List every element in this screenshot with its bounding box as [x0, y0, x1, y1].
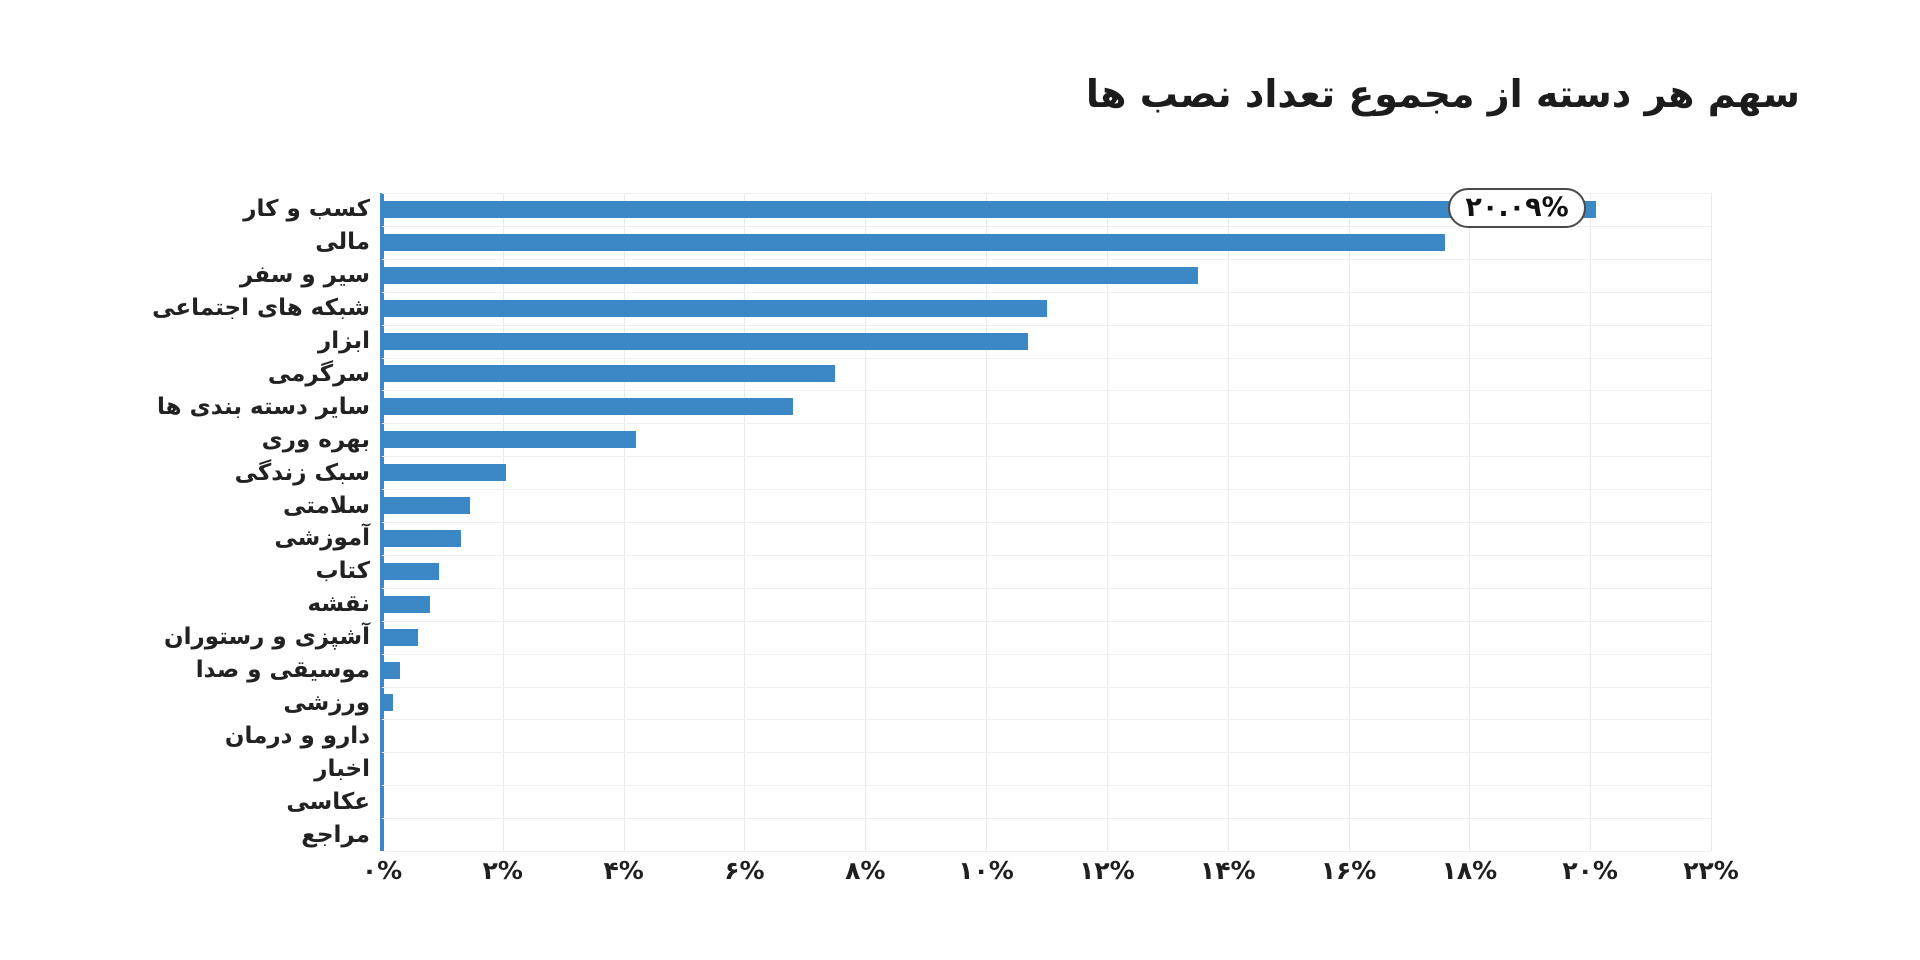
bar-6[interactable]	[382, 398, 793, 416]
horizontal-gridline	[382, 719, 1711, 721]
category-label: سرگرمی	[267, 360, 370, 387]
bar-16[interactable]	[382, 727, 384, 745]
bar-8[interactable]	[382, 464, 506, 482]
x-tick-label: ۴%	[603, 856, 644, 885]
x-tick-label: ۱۰%	[958, 856, 1014, 885]
category-label: سایر دسته بندی ها	[157, 393, 370, 420]
horizontal-gridline	[382, 653, 1711, 655]
horizontal-gridline	[382, 851, 1711, 852]
horizontal-gridline	[382, 390, 1711, 392]
bar-4[interactable]	[382, 332, 1029, 350]
horizontal-gridline	[382, 620, 1711, 622]
category-label: عکاسی	[286, 788, 370, 815]
horizontal-gridline	[382, 456, 1711, 458]
horizontal-gridline	[382, 225, 1711, 227]
bar-3[interactable]	[382, 299, 1047, 317]
x-tick-label: ۰%	[361, 856, 403, 885]
horizontal-gridline	[382, 785, 1711, 787]
horizontal-gridline	[382, 554, 1711, 556]
horizontal-gridline	[382, 423, 1711, 425]
bar-12[interactable]	[382, 595, 431, 613]
category-label: ابزار	[318, 328, 370, 355]
data-label-callout: ۲۰.۰۹%	[1448, 188, 1586, 229]
bar-19[interactable]	[382, 826, 383, 844]
bar-10[interactable]	[382, 529, 461, 547]
category-label: سلامتی	[283, 492, 370, 519]
horizontal-gridline	[382, 818, 1711, 820]
category-label: سبک زندگی	[234, 459, 370, 486]
category-label: شبکه های اجتماعی	[152, 295, 370, 322]
x-tick-label: ۱۴%	[1199, 856, 1256, 885]
category-label: نقشه	[307, 591, 370, 618]
bar-5[interactable]	[382, 365, 836, 383]
horizontal-gridline	[382, 587, 1711, 589]
vertical-gridline	[1711, 193, 1712, 851]
bar-18[interactable]	[382, 793, 383, 811]
bar-14[interactable]	[382, 661, 401, 679]
x-tick-label: ۲۰%	[1562, 856, 1618, 885]
horizontal-gridline	[382, 357, 1711, 359]
bar-13[interactable]	[382, 628, 419, 646]
horizontal-gridline	[382, 686, 1711, 688]
bar-17[interactable]	[382, 760, 384, 778]
category-label: مراجع	[301, 821, 370, 848]
bar-2[interactable]	[382, 266, 1198, 284]
horizontal-gridline	[382, 258, 1711, 260]
x-tick-label: ۱۶%	[1320, 856, 1377, 885]
x-tick-label: ۸%	[845, 856, 886, 885]
category-label: آشپزی و رستوران	[163, 624, 370, 651]
bar-11[interactable]	[382, 562, 440, 580]
x-tick-label: ۱۲%	[1079, 856, 1135, 885]
x-tick-label: ۶%	[724, 856, 765, 885]
bar-0[interactable]	[382, 200, 1596, 218]
bar-9[interactable]	[382, 497, 470, 515]
horizontal-gridline	[382, 522, 1711, 523]
horizontal-gridline	[382, 752, 1711, 754]
chart-title: سهم هر دسته از مجموع تعداد نصب ها	[1085, 72, 1800, 116]
x-tick-label: ۱۸%	[1441, 856, 1498, 885]
bar-15[interactable]	[382, 694, 393, 712]
category-label: ورزشی	[283, 689, 370, 716]
category-label: بهره وری	[261, 426, 370, 453]
category-label: سیر و سفر	[239, 262, 370, 289]
horizontal-gridline	[382, 193, 1711, 194]
horizontal-gridline	[382, 324, 1711, 326]
category-label: آموزشی	[274, 525, 370, 552]
category-label: کتاب	[315, 558, 370, 585]
horizontal-gridline	[382, 489, 1711, 491]
plot-area: ۲۰.۰۹%	[380, 188, 1712, 852]
category-label: کسب و کار	[243, 196, 370, 223]
category-label: اخبار	[314, 755, 370, 782]
bar-1[interactable]	[382, 233, 1446, 251]
x-tick-label: ۲۲%	[1683, 856, 1739, 885]
category-label: دارو و درمان	[224, 722, 370, 749]
category-axis-labels: کسب و کار مالی سیر و سفر شبکه های اجتماعی اب…	[40, 193, 370, 851]
category-label: مالی	[315, 229, 370, 256]
bar-7[interactable]	[382, 431, 636, 449]
horizontal-gridline	[382, 291, 1711, 293]
category-label: موسیقی و صدا	[195, 657, 370, 684]
x-tick-label: ۲%	[482, 856, 523, 885]
